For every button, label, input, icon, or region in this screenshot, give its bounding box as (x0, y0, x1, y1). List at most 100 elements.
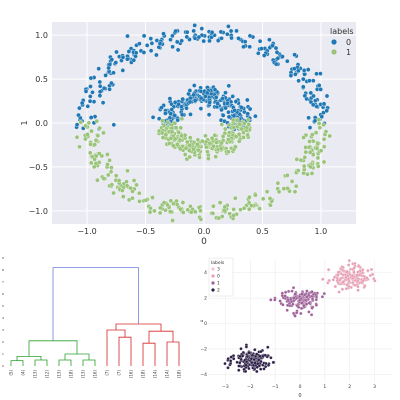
scatter-point-2 (223, 361, 227, 366)
leaf-label: (14) (152, 370, 157, 379)
scatter-point-1 (185, 207, 190, 213)
scatter-point-1 (131, 178, 137, 183)
scatter-point-0 (344, 287, 349, 291)
y-tick-label: 2 (204, 296, 207, 302)
scatter-point-0 (125, 56, 130, 62)
scatter-point-0 (209, 30, 215, 35)
legend-marker-2 (211, 288, 215, 292)
legend-marker-0 (331, 39, 337, 45)
scatter-point-1 (95, 133, 101, 138)
scatter-point-2 (259, 367, 263, 371)
scatter-point-1 (300, 301, 304, 305)
leaf-label: (18) (176, 370, 181, 379)
scatter-point-1 (297, 305, 301, 309)
scatter-point-0 (307, 125, 313, 130)
scatter-point-1 (253, 192, 258, 198)
scatter-point-0 (218, 29, 224, 35)
scatter-point-0 (114, 49, 119, 55)
legend-marker-1 (211, 281, 215, 285)
scatter-point-0 (198, 106, 204, 111)
scatter-point-1 (116, 178, 122, 183)
scatter-point-1 (198, 217, 204, 222)
legend-label-2: 2 (217, 288, 220, 294)
scatter-point-1 (292, 296, 296, 300)
legend-label-1: 1 (346, 48, 351, 57)
scatter-point-1 (94, 118, 100, 124)
scatter-point-1 (268, 202, 273, 208)
scatter-point-0 (226, 109, 231, 115)
scatter-point-1 (179, 133, 184, 139)
scatter-point-1 (290, 289, 294, 293)
scatter-point-2 (226, 366, 230, 370)
scatter-point-1 (321, 136, 327, 142)
leaf-label: (16) (92, 370, 97, 379)
scatter-point-1 (92, 157, 97, 162)
scatter-point-1 (137, 199, 142, 204)
scatter-point-0 (97, 79, 103, 85)
scatter-point-1 (206, 156, 211, 161)
scatter-point-1 (305, 289, 309, 293)
scatter-point-0 (192, 36, 198, 41)
scatter-point-0 (352, 266, 356, 270)
scatter-point-0 (111, 70, 116, 76)
scatter-point-1 (137, 190, 142, 196)
scatter-point-0 (187, 88, 193, 93)
scatter-point-0 (192, 83, 197, 88)
legend-title: labels (330, 27, 354, 36)
leaf-label: (7) (116, 370, 121, 376)
scatter-point-0 (199, 26, 205, 31)
scatter-point-0 (120, 68, 126, 73)
scatter-point-1 (302, 304, 306, 308)
scatter-point-0 (141, 33, 147, 39)
scatter-point-1 (219, 122, 225, 127)
scatter-point-0 (163, 111, 168, 116)
scatter-point-0 (192, 23, 197, 28)
scatter-point-0 (169, 107, 174, 112)
scatter-point-1 (233, 195, 238, 201)
scatter-point-0 (256, 51, 261, 56)
leaf-label: (4) (20, 370, 25, 376)
scatter-point-1 (109, 165, 114, 170)
y-tick-label: −0.5 (29, 163, 48, 172)
y-ticks: −4 −2 0 2 4 (200, 270, 207, 378)
scatter-point-1 (294, 157, 300, 162)
scatter-point-1 (293, 183, 299, 189)
scatter-point-0 (220, 96, 225, 101)
scatter-point-0 (270, 43, 275, 48)
scatter-point-1 (212, 133, 218, 138)
scatter-point-1 (147, 209, 153, 215)
y-ticks: 0 1 2 3 4 5 6 7 8 9 (2, 256, 4, 368)
scatter-point-0 (363, 284, 367, 288)
scatter-point-1 (89, 128, 94, 134)
scatter-point-2 (262, 367, 266, 371)
scatter-point-0 (274, 50, 280, 55)
scatter-point-0 (85, 104, 91, 109)
scatter-point-0 (149, 41, 155, 46)
scatter-point-1 (286, 289, 291, 294)
scatter-point-0 (184, 29, 190, 35)
scatter-point-0 (346, 277, 351, 281)
scatter-point-0 (91, 99, 97, 104)
scatter-point-1 (321, 159, 327, 165)
scatter-point-1 (246, 122, 252, 127)
scatter-point-1 (83, 136, 88, 142)
scatter-point-1 (236, 131, 242, 137)
scatter-point-2 (244, 345, 249, 349)
scatter-point-1 (160, 118, 165, 123)
points (74, 23, 332, 223)
scatter-point-1 (143, 197, 149, 203)
scatter-point-0 (96, 66, 101, 71)
scatter-point-0 (220, 113, 226, 118)
scatter-point-0 (226, 114, 232, 120)
scatter-point-0 (120, 55, 126, 60)
scatter-point-1 (93, 137, 99, 143)
dendrogram-chart: 0 1 2 3 4 5 6 7 8 9 (5) (4) (13) (12) (13) (18) (13) (16… (2, 256, 185, 379)
scatter-point-0 (92, 114, 98, 119)
scatter-point-0 (352, 270, 356, 274)
scatter-point-2 (245, 354, 250, 359)
scatter-point-0 (179, 38, 184, 44)
scatter-point-0 (311, 93, 316, 99)
scatter-point-2 (235, 360, 239, 364)
